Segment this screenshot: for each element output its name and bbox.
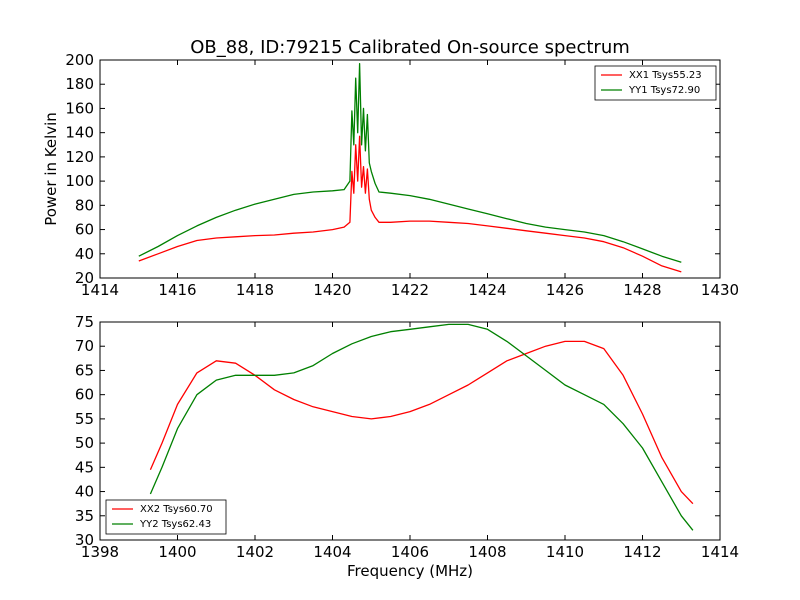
top-panel: 1414 1416 1418 1420 1422 1424 1426 1428 1430 20 40… xyxy=(42,51,739,299)
bottom-x-tick-label: 1408 xyxy=(468,543,506,561)
top-x-tick-label: 1424 xyxy=(468,281,506,299)
top-y-tick-label: 160 xyxy=(65,99,94,117)
bottom-y-tick-label: 30 xyxy=(75,531,94,549)
bottom-series-line-1 xyxy=(149,340,694,505)
top-legend-label-xx1: XX1 Tsys55.23 xyxy=(629,70,702,81)
top-y-tick-label: 80 xyxy=(75,196,94,214)
bottom-x-axis-label: Frequency (MHz) xyxy=(347,562,473,580)
bottom-y-tick-label: 50 xyxy=(75,434,94,452)
bottom-y-tick-label: 45 xyxy=(75,458,94,476)
top-x-tick-label: 1416 xyxy=(158,281,196,299)
bottom-x-tick-label: 1402 xyxy=(236,543,274,561)
bottom-panel-ticks: 1398 1400 1402 1404 1406 1408 1410 1412 1414 30 35… xyxy=(75,313,739,561)
bottom-panel: 1398 1400 1402 1404 1406 1408 1410 1412 1414 30 35… xyxy=(75,313,739,580)
top-series-line-1 xyxy=(138,135,682,273)
bottom-legend: XX2 Tsys60.70 YY2 Tsys62.43 xyxy=(105,499,227,535)
top-legend-label-yy1: YY1 Tsys72.90 xyxy=(628,85,700,96)
top-x-tick-label: 1422 xyxy=(391,281,429,299)
chart-title: OB_88, ID:79215 Calibrated On-source spe… xyxy=(190,37,630,58)
top-legend-box xyxy=(594,65,717,101)
top-y-tick-label: 200 xyxy=(65,51,94,69)
top-x-tick-label: 1430 xyxy=(701,281,739,299)
top-panel-ticks: 1414 1416 1418 1420 1422 1424 1426 1428 1430 20 40… xyxy=(65,51,739,299)
top-y-tick-label: 180 xyxy=(65,75,94,93)
top-x-tick-label: 1420 xyxy=(313,281,351,299)
bottom-x-tick-label: 1410 xyxy=(546,543,584,561)
bottom-y-tick-label: 70 xyxy=(75,337,94,355)
top-panel-lines xyxy=(138,62,682,273)
bottom-y-tick-label: 60 xyxy=(75,386,94,404)
top-y-tick-label: 140 xyxy=(65,124,94,142)
bottom-series-line-2 xyxy=(149,323,694,531)
top-x-tick-label: 1426 xyxy=(546,281,584,299)
bottom-x-tick-label: 1400 xyxy=(158,543,196,561)
bottom-legend-label-xx2: XX2 Tsys60.70 xyxy=(140,504,213,515)
top-y-tick-label: 40 xyxy=(75,245,94,263)
bottom-x-tick-label: 1412 xyxy=(623,543,661,561)
top-y-tick-label: 120 xyxy=(65,148,94,166)
top-y-tick-label: 20 xyxy=(75,269,94,287)
bottom-y-tick-label: 40 xyxy=(75,483,94,501)
bottom-y-tick-label: 55 xyxy=(75,410,94,428)
top-series-line-2 xyxy=(138,62,682,263)
top-x-tick-label: 1428 xyxy=(623,281,661,299)
top-legend: XX1 Tsys55.23 YY1 Tsys72.90 xyxy=(594,65,717,101)
top-y-tick-label: 60 xyxy=(75,221,94,239)
bottom-y-tick-label: 75 xyxy=(75,313,94,331)
bottom-legend-box xyxy=(105,499,227,535)
top-x-tick-label: 1414 xyxy=(81,281,119,299)
top-y-axis-label: Power in Kelvin xyxy=(42,112,60,226)
bottom-y-tick-label: 65 xyxy=(75,361,94,379)
top-x-tick-label: 1418 xyxy=(236,281,274,299)
bottom-x-tick-label: 1404 xyxy=(313,543,351,561)
bottom-panel-lines xyxy=(149,323,694,531)
bottom-x-tick-label: 1414 xyxy=(701,543,739,561)
bottom-x-tick-label: 1406 xyxy=(391,543,429,561)
bottom-x-tick-label: 1398 xyxy=(81,543,119,561)
top-y-tick-label: 100 xyxy=(65,172,94,190)
bottom-legend-label-yy2: YY2 Tsys62.43 xyxy=(139,519,211,530)
bottom-y-tick-label: 35 xyxy=(75,507,94,525)
